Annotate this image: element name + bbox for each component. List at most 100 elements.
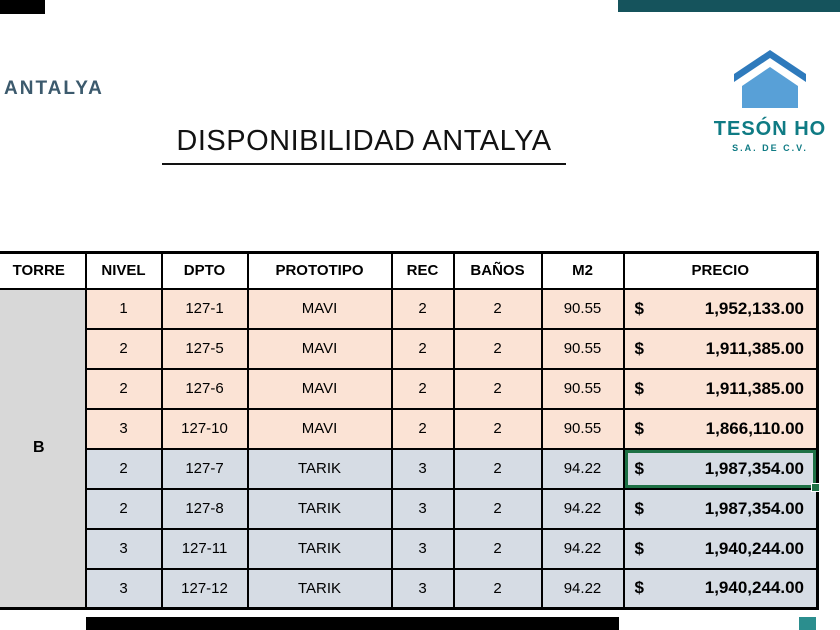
cell-precio[interactable]: $1,911,385.00 <box>622 367 819 410</box>
table-row: 3 127-10 MAVI 2 2 90.55 $1,866,110.00 <box>0 407 819 450</box>
table-row: 2 127-5 MAVI 2 2 90.55 $1,911,385.00 <box>0 327 819 370</box>
table-row: B 1 127-1 MAVI 2 2 90.55 $1,952,133.00 <box>0 287 819 610</box>
price-value: 1,911,385.00 <box>705 378 804 398</box>
cell-banos[interactable]: 2 <box>452 367 543 410</box>
cell-dpto[interactable]: 127-12 <box>160 567 249 610</box>
cell-banos[interactable]: 2 <box>452 287 543 330</box>
cell-rec[interactable]: 2 <box>390 407 455 450</box>
cell-prototipo[interactable]: MAVI <box>246 327 393 370</box>
cell-banos[interactable]: 2 <box>452 487 543 530</box>
cell-prototipo[interactable]: TARIK <box>246 527 393 570</box>
company-subtitle: S.A. DE C.V. <box>732 143 808 153</box>
cell-m2[interactable]: 90.55 <box>540 287 625 330</box>
cell-dpto[interactable]: 127-8 <box>160 487 249 530</box>
cell-nivel[interactable]: 2 <box>84 487 163 530</box>
currency-symbol: $ <box>634 418 644 438</box>
price-value: 1,987,354.00 <box>704 498 804 518</box>
cell-m2[interactable]: 94.22 <box>540 567 625 610</box>
cell-nivel[interactable]: 3 <box>84 407 163 450</box>
cell-prototipo[interactable]: MAVI <box>246 287 393 330</box>
cell-rec[interactable]: 3 <box>390 567 455 610</box>
cell-precio[interactable]: $1,940,244.00 <box>622 527 819 570</box>
currency-symbol: $ <box>634 378 644 398</box>
availability-table: TORRE NIVEL DPTO PROTOTIPO REC BAÑOS M2 PRECIO … <box>0 251 821 610</box>
table-row: 2 127-6 MAVI 2 2 90.55 $1,911,385.00 <box>0 367 819 410</box>
column-header-prototipo[interactable]: PROTOTIPO <box>246 251 393 290</box>
bottom-crop-bar <box>86 617 619 630</box>
price-value: 1,940,244.00 <box>704 538 804 558</box>
cell-prototipo[interactable]: MAVI <box>246 407 393 450</box>
cell-banos[interactable]: 2 <box>452 447 543 490</box>
currency-symbol: $ <box>634 298 644 318</box>
top-left-crop-bar <box>0 0 45 14</box>
cell-rec[interactable]: 2 <box>390 287 455 330</box>
column-header-baos[interactable]: BAÑOS <box>452 251 543 290</box>
page-title: DISPONIBILIDAD ANTALYA <box>162 125 566 165</box>
cell-torre[interactable]: B <box>0 287 87 610</box>
cell-precio-selected[interactable]: $1,987,354.00 <box>622 447 821 493</box>
currency-symbol: $ <box>634 498 644 518</box>
cell-rec[interactable]: 2 <box>390 367 455 410</box>
cell-dpto[interactable]: 127-5 <box>160 327 249 370</box>
cell-m2[interactable]: 90.55 <box>540 327 625 370</box>
cell-prototipo[interactable]: TARIK <box>246 567 393 610</box>
cell-banos[interactable]: 2 <box>452 527 543 570</box>
cell-dpto[interactable]: 127-1 <box>160 287 249 330</box>
cell-nivel[interactable]: 2 <box>84 367 163 410</box>
bottom-right-accent-square <box>799 617 816 630</box>
cell-banos[interactable]: 2 <box>452 327 543 370</box>
cell-prototipo[interactable]: TARIK <box>246 487 393 530</box>
cell-rec[interactable]: 2 <box>390 327 455 370</box>
column-header-precio[interactable]: PRECIO <box>622 251 819 290</box>
column-header-nivel[interactable]: NIVEL <box>84 251 163 290</box>
cell-nivel[interactable]: 1 <box>84 287 163 330</box>
currency-symbol: $ <box>634 338 644 358</box>
cell-prototipo[interactable]: TARIK <box>246 447 393 490</box>
price-value: 1,866,110.00 <box>705 418 804 438</box>
currency-symbol: $ <box>634 578 644 598</box>
company-logo: TESÓN HO S.A. DE C.V. <box>700 50 840 153</box>
cell-precio[interactable]: $1,866,110.00 <box>622 407 819 450</box>
cell-dpto[interactable]: 127-10 <box>160 407 249 450</box>
cell-banos[interactable]: 2 <box>452 567 543 610</box>
title-area: DISPONIBILIDAD ANTALYA <box>0 125 728 165</box>
cell-rec[interactable]: 3 <box>390 487 455 530</box>
house-logo-icon <box>734 50 806 108</box>
column-header-torre[interactable]: TORRE <box>0 251 87 290</box>
cell-nivel[interactable]: 3 <box>84 527 163 570</box>
cell-m2[interactable]: 90.55 <box>540 407 625 450</box>
cell-rec[interactable]: 3 <box>390 447 455 490</box>
cell-precio[interactable]: $1,940,244.00 <box>622 567 819 610</box>
cell-dpto[interactable]: 127-7 <box>160 447 249 490</box>
cell-nivel[interactable]: 3 <box>84 567 163 610</box>
price-value: 1,952,133.00 <box>704 298 804 318</box>
cell-m2[interactable]: 94.22 <box>540 527 625 570</box>
brand-wordmark: ANTALYA <box>4 78 104 99</box>
cell-dpto[interactable]: 127-11 <box>160 527 249 570</box>
table-header-row: TORRE NIVEL DPTO PROTOTIPO REC BAÑOS M2 PRECIO <box>0 251 819 290</box>
cell-rec[interactable]: 3 <box>390 527 455 570</box>
currency-symbol: $ <box>634 538 644 558</box>
cell-precio[interactable]: $1,911,385.00 <box>622 327 819 370</box>
cell-precio[interactable]: $1,952,133.00 <box>622 287 819 330</box>
cell-nivel[interactable]: 2 <box>84 447 163 490</box>
column-header-rec[interactable]: REC <box>390 251 455 290</box>
cell-precio[interactable]: $1,987,354.00 <box>622 487 819 530</box>
cell-banos[interactable]: 2 <box>452 407 543 450</box>
column-header-m2[interactable]: M2 <box>540 251 625 290</box>
cell-nivel[interactable]: 2 <box>84 327 163 370</box>
column-header-dpto[interactable]: DPTO <box>160 251 249 290</box>
top-right-crop-bar <box>618 0 840 12</box>
price-value: 1,940,244.00 <box>704 578 804 598</box>
table-row: 2 127-7 TARIK 3 2 94.22 $1,987,354.00 <box>0 447 821 493</box>
table-row: 3 127-12 TARIK 3 2 94.22 $1,940,244.00 <box>0 567 819 610</box>
cell-dpto[interactable]: 127-6 <box>160 367 249 410</box>
cell-m2[interactable]: 90.55 <box>540 367 625 410</box>
cell-m2[interactable]: 94.22 <box>540 447 625 490</box>
table-row: 2 127-8 TARIK 3 2 94.22 $1,987,354.00 <box>0 487 819 530</box>
currency-symbol: $ <box>634 458 644 478</box>
cell-prototipo[interactable]: MAVI <box>246 367 393 410</box>
table-row: 3 127-11 TARIK 3 2 94.22 $1,940,244.00 <box>0 527 819 570</box>
cell-m2[interactable]: 94.22 <box>540 487 625 530</box>
